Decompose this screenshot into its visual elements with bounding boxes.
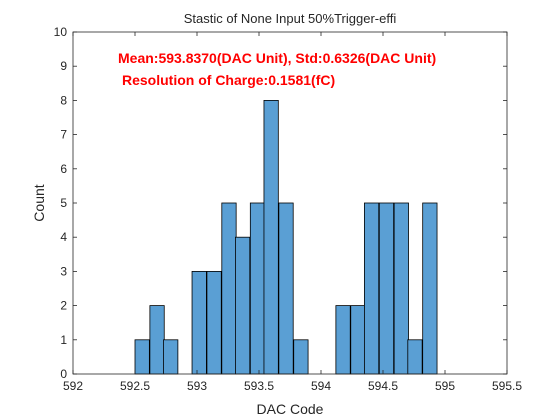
histogram-bar [350, 305, 366, 375]
histogram-bar [206, 270, 222, 375]
y-tick-label: 3 [60, 264, 67, 278]
y-tick-label: 10 [54, 25, 68, 39]
histogram-bar [422, 202, 438, 375]
x-tick-label: 593.5 [244, 379, 274, 393]
x-tick-label: 594 [311, 379, 331, 393]
histogram-bar [263, 100, 279, 375]
x-tick-label: 594.5 [368, 379, 398, 393]
y-axis-label: Count [31, 184, 47, 221]
y-axis: 0 1 2 3 4 5 6 7 8 9 10 [54, 25, 507, 381]
y-tick-label: 5 [60, 196, 67, 210]
histogram-bar [407, 339, 423, 375]
histogram-bar [278, 202, 294, 375]
x-tick-label: 592 [63, 379, 83, 393]
histogram-bar [293, 339, 309, 375]
x-tick-label: 595 [435, 379, 455, 393]
x-tick-label: 595.5 [492, 379, 522, 393]
chart-title: Stastic of None Input 50%Trigger-effi [184, 11, 397, 26]
y-tick-label: 2 [60, 299, 67, 313]
resolution-annotation: Resolution of Charge:0.1581(fC) [122, 72, 335, 88]
x-axis-label: DAC Code [257, 401, 324, 417]
histogram-bar [335, 305, 351, 375]
y-tick-label: 1 [60, 333, 67, 347]
y-tick-label: 8 [60, 93, 67, 107]
histogram-bar [134, 339, 150, 375]
x-tick-label: 593 [187, 379, 207, 393]
x-axis: 592 592.5 593 593.5 594 594.5 595 595.5 [63, 32, 522, 393]
histogram-bar [221, 202, 237, 375]
histogram-bars [134, 100, 438, 375]
stats-annotation: Mean:593.8370(DAC Unit), Std:0.6326(DAC … [118, 50, 436, 66]
y-tick-label: 9 [60, 59, 67, 73]
histogram-bar [149, 305, 165, 375]
histogram-bar [235, 236, 251, 375]
histogram-bar [249, 202, 266, 375]
histogram-bar [378, 202, 395, 375]
y-tick-label: 0 [60, 367, 67, 381]
histogram-bar [393, 202, 409, 375]
y-tick-label: 4 [60, 230, 67, 244]
histogram-bar [163, 339, 179, 375]
y-tick-label: 7 [60, 128, 67, 142]
y-tick-label: 6 [60, 162, 67, 176]
histogram-bar [363, 202, 380, 375]
x-tick-label: 592.5 [120, 379, 150, 393]
histogram-bar [191, 270, 207, 375]
